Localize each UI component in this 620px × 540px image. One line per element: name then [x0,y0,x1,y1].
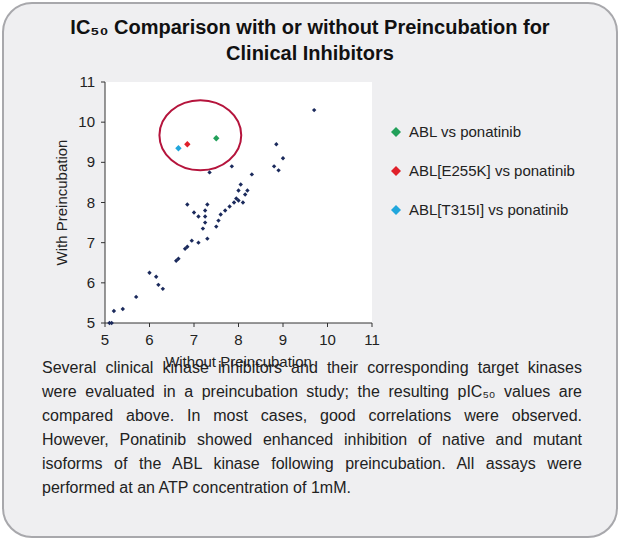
point [276,168,280,172]
point [232,200,236,204]
points [107,108,316,325]
legend-marker [391,166,401,176]
point [147,271,151,275]
point [185,202,189,206]
x-tick [105,323,106,327]
point [274,142,278,146]
caption: Several clinical kinase inhibitors and t… [42,356,582,500]
point [312,108,316,112]
legend-label: ABL[E255K] vs ponatinib [409,162,575,179]
y-tick [101,82,105,83]
x-tick-label: 7 [190,331,198,348]
point [214,224,218,228]
x-tick-label: 9 [279,331,287,348]
point [161,287,165,291]
point [272,164,276,168]
point [250,172,254,176]
plot-area [105,82,372,323]
point [241,200,245,204]
point [227,204,231,208]
point [205,202,209,206]
point [230,164,234,168]
point [192,210,196,214]
point [281,156,285,160]
point [184,141,190,147]
point [156,283,160,287]
x-tick [372,323,373,327]
y-tick-label: 7 [87,234,95,251]
y-tick [101,282,105,283]
legend-marker [391,127,401,137]
x-tick [327,323,328,327]
point [243,192,247,196]
x-tick [194,323,195,327]
x-tick-label: 8 [234,331,242,348]
y-tick-label: 8 [87,194,95,211]
point [223,208,227,212]
y-tick [101,242,105,243]
point [207,170,211,174]
x-tick-label: 11 [364,331,380,348]
point [205,236,209,240]
x-tick [238,323,239,327]
y-tick-label: 9 [87,153,95,170]
point [213,135,219,141]
legend-label: ABL[T315I] vs ponatinib [409,201,568,218]
point [203,220,207,224]
point [109,321,113,325]
x-tick-label: 10 [319,331,336,348]
y-tick-label: 11 [79,73,95,90]
x-tick [149,323,150,327]
y-tick [101,162,105,163]
point [245,188,249,192]
legend-label: ABL vs ponatinib [409,123,521,140]
y-tick-label: 5 [87,314,95,331]
point [236,198,240,202]
point [196,214,200,218]
point [239,182,243,186]
y-tick [101,323,105,324]
point [203,208,207,212]
point [190,238,194,242]
point [121,307,125,311]
y-tick [101,122,105,123]
point [185,244,189,248]
point [219,212,223,216]
x-tick-label: 5 [101,331,109,348]
point [236,188,240,192]
x-tick [283,323,284,327]
y-tick-label: 10 [78,113,95,130]
point [154,275,158,279]
y-axis-label: With Preincubation [53,140,70,266]
x-tick-label: 6 [145,331,153,348]
point [134,295,138,299]
point [112,309,116,313]
point [216,218,220,222]
point [176,257,180,261]
y-tick-label: 6 [87,274,95,291]
highlight-ellipse [159,100,241,170]
point [201,226,205,230]
point [196,240,200,244]
point [203,214,207,218]
title: IC₅₀ Comparison with or without Preincub… [0,14,620,66]
point [175,145,181,151]
y-tick [101,202,105,203]
legend-marker [391,205,401,215]
